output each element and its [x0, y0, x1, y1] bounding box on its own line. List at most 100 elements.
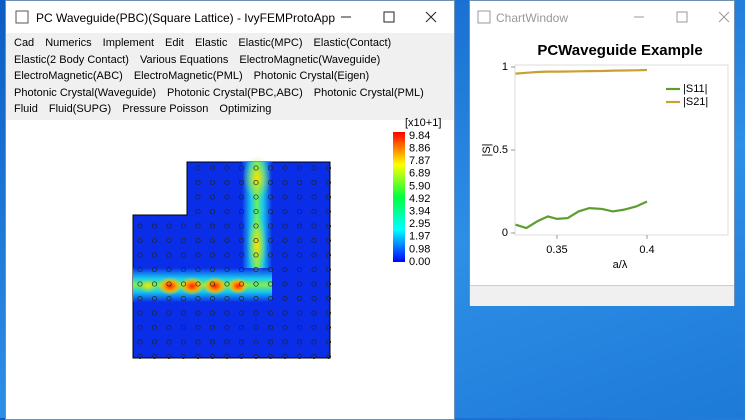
rod	[282, 281, 288, 287]
x-axis-label: a/λ	[613, 259, 628, 271]
rod	[296, 179, 303, 186]
rod	[282, 339, 288, 345]
y-tick-label: 0	[502, 227, 508, 239]
menu-item[interactable]: Photonic Crystal(Waveguide)	[14, 86, 157, 99]
rod	[296, 310, 303, 316]
rod	[325, 281, 332, 287]
menu-bar: Cad Numerics Implement Edit Elastic Elastic(M…	[6, 33, 454, 120]
colorbar-label: 0.00	[409, 256, 430, 268]
rod	[282, 194, 288, 200]
rod	[151, 324, 158, 331]
rod	[195, 208, 201, 215]
rod	[311, 252, 317, 258]
rod	[311, 324, 317, 331]
rod	[151, 237, 158, 244]
menu-item[interactable]: Various Equations	[139, 53, 229, 66]
close[interactable]	[425, 11, 437, 23]
menu-item[interactable]: Photonic Crystal(PML)	[313, 86, 424, 99]
rod	[253, 266, 259, 273]
menu-item[interactable]: Elastic(Contact)	[313, 37, 392, 50]
colorbar-label: 7.87	[409, 155, 430, 167]
menu-row: Cad Numerics Implement Edit Elastic Elastic(M…	[14, 35, 448, 52]
colorbar-label: 3.94	[409, 206, 430, 218]
rod	[238, 252, 245, 258]
rod	[296, 194, 303, 200]
rod	[180, 339, 187, 345]
rod	[209, 310, 216, 316]
menu-item[interactable]: Photonic Crystal(PBC,ABC)	[167, 86, 303, 99]
menu-item[interactable]: Implement	[102, 37, 154, 50]
menu-item[interactable]: Elastic(MPC)	[238, 37, 303, 50]
menu-row: Fluid Fluid(SUPG) Pressure Poisson Optimizi…	[14, 101, 448, 118]
menu-item[interactable]: Cad	[14, 37, 35, 50]
rod	[238, 281, 245, 287]
rod	[151, 353, 158, 360]
chart-title: PCWaveguide Example	[537, 42, 702, 59]
maximize[interactable]	[676, 11, 688, 23]
rod	[296, 324, 303, 331]
rod	[224, 324, 230, 331]
rod	[180, 223, 187, 229]
rod	[137, 339, 143, 345]
menu-item[interactable]: ElectroMagnetic(PML)	[133, 70, 243, 83]
rod	[325, 237, 332, 244]
rod	[137, 324, 143, 331]
rod	[267, 266, 274, 273]
rod	[224, 295, 230, 302]
rod	[253, 339, 259, 345]
menu-item[interactable]: Elastic(2 Body Contact)	[14, 53, 129, 66]
rod	[151, 281, 158, 287]
rod	[253, 194, 259, 200]
rod	[311, 281, 317, 287]
rod	[224, 223, 230, 229]
rod	[224, 266, 230, 273]
y-tick-label: 0.5	[493, 144, 508, 156]
rod	[253, 237, 259, 244]
rod	[224, 208, 230, 215]
rod	[238, 339, 245, 345]
menu-item[interactable]: Photonic Crystal(Eigen)	[253, 70, 370, 83]
menu-row: Elastic(2 Body Contact) Various Equations…	[14, 52, 448, 69]
rod	[267, 324, 274, 331]
menu-item[interactable]: Edit	[165, 37, 184, 50]
menu-item[interactable]: Fluid(SUPG)	[48, 103, 112, 116]
rod	[180, 324, 187, 331]
rod	[195, 165, 201, 171]
colorbar-label: 5.90	[409, 180, 430, 192]
rod	[195, 179, 201, 186]
rod	[253, 353, 259, 360]
title-bar: PC Waveguide(PBC)(Square Lattice) - IvyF…	[6, 1, 454, 33]
rod	[238, 295, 245, 302]
close[interactable]	[718, 11, 730, 23]
rod	[267, 208, 274, 215]
rod	[267, 339, 274, 345]
rod	[195, 339, 201, 345]
menu-item[interactable]: Numerics	[45, 37, 92, 50]
rod	[311, 208, 317, 215]
rod	[180, 281, 187, 287]
menu-item[interactable]: Elastic	[194, 37, 228, 50]
menu-item[interactable]: ElectroMagnetic(ABC)	[14, 70, 123, 83]
rod	[224, 353, 230, 360]
rod	[180, 252, 187, 258]
rod	[209, 353, 216, 360]
menu-item[interactable]: Fluid	[14, 103, 38, 116]
menu-item[interactable]: Optimizing	[219, 103, 272, 116]
maximize[interactable]	[383, 11, 395, 23]
rod	[137, 295, 143, 302]
window-controls	[341, 11, 437, 23]
rod	[224, 179, 230, 186]
rod	[282, 310, 288, 316]
rod	[224, 165, 230, 171]
window-controls	[634, 11, 730, 23]
rod	[209, 223, 216, 229]
rod	[325, 310, 332, 316]
rod	[195, 281, 201, 287]
menu-item[interactable]: ElectroMagnetic(Waveguide)	[239, 53, 381, 66]
rod	[195, 194, 201, 200]
window-title: PC Waveguide(PBC)(Square Lattice) - IvyF…	[36, 11, 335, 25]
rod	[180, 266, 187, 273]
rod	[166, 353, 172, 360]
legend-label: |S11|	[683, 83, 707, 95]
menu-item[interactable]: Pressure Poisson	[122, 103, 209, 116]
